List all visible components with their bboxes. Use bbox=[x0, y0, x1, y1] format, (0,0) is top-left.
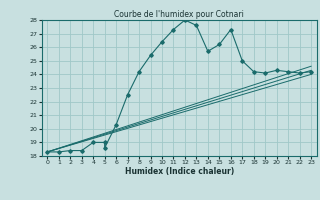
Title: Courbe de l'humidex pour Cotnari: Courbe de l'humidex pour Cotnari bbox=[114, 10, 244, 19]
X-axis label: Humidex (Indice chaleur): Humidex (Indice chaleur) bbox=[124, 167, 234, 176]
